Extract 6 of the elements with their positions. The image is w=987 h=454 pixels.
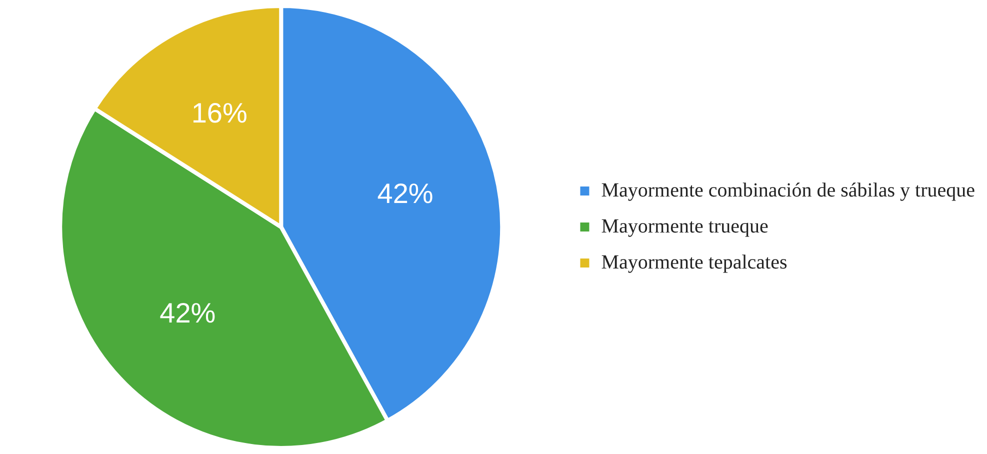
legend-label: Mayormente combinación de sábilas y trueque (601, 179, 976, 202)
legend-label: Mayormente trueque (601, 215, 769, 238)
data-label: 42% (160, 297, 216, 328)
legend-label: Mayormente tepalcates (601, 251, 788, 274)
data-label: 42% (377, 178, 434, 209)
data-label: 16% (191, 97, 248, 128)
